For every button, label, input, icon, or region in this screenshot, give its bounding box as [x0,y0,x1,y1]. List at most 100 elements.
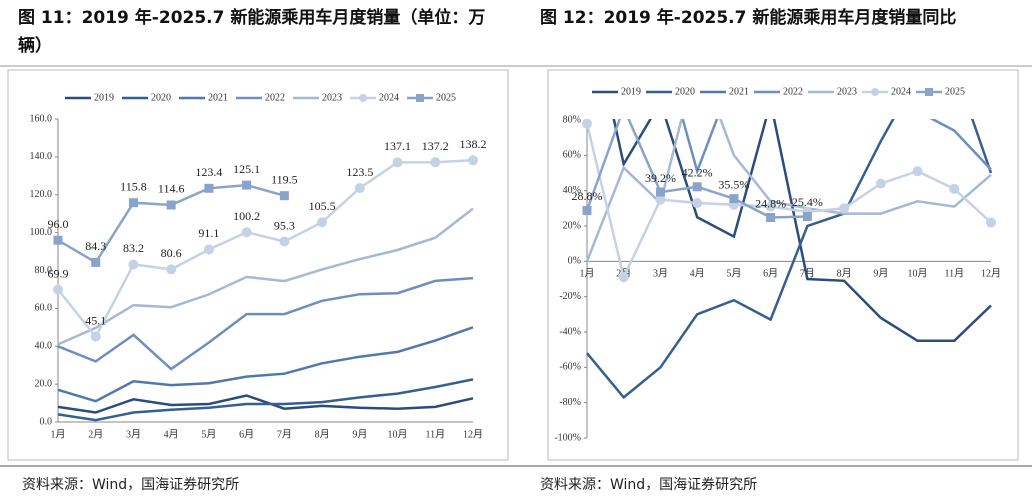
legend-label: 2019 [621,86,641,97]
data-label: 45.1 [85,313,106,327]
x-tick-label: 7月 [277,428,292,440]
point [128,198,138,208]
series-line [57,276,474,371]
y-tick-label: 40% [563,185,581,196]
x-tick-label: 8月 [315,428,330,440]
data-label: 123.4 [195,165,222,179]
x-tick-label: 6月 [763,268,778,280]
x-tick-label: 4月 [164,428,179,440]
point [468,155,478,166]
point [655,187,665,197]
data-label: 119.5 [271,172,298,186]
point [128,259,139,270]
x-tick-label: 9月 [352,428,367,440]
point [354,183,365,194]
point [729,194,739,204]
legend-label: 2023 [322,92,342,103]
point [204,183,214,193]
series-line [612,119,992,343]
legend-label: 2021 [208,92,228,103]
data-label: 138.2 [460,137,487,151]
point [619,103,628,112]
point [279,191,289,201]
legend-label: 2024 [891,86,911,97]
x-tick-label: 2月 [88,428,103,440]
point [692,182,702,192]
legend-marker [871,88,879,96]
data-label: 24.8% [755,196,786,210]
point [986,217,996,228]
point [582,119,592,129]
source: 资料来源：Wind，国海证券研究所 [540,477,758,493]
legend-label: 2022 [265,92,285,103]
x-tick-label: 1月 [51,428,66,440]
point [279,236,290,247]
x-tick-label: 8月 [837,268,852,280]
y-tick-label: -80% [559,397,581,408]
x-tick-label: 9月 [873,268,888,280]
data-label: 69.9 [48,266,69,280]
y-tick-label: 60.0 [35,303,53,314]
source: 资料来源：Wind，国海证券研究所 [22,477,240,493]
data-label: 115.8 [120,179,147,193]
data-label: 105.5 [309,199,336,213]
x-tick-label: 10月 [388,428,408,440]
point [203,244,214,255]
data-label: 39.2% [645,171,676,185]
point [875,178,886,189]
point [317,217,328,228]
data-label: 42.2% [682,166,713,180]
series-line [57,394,474,414]
point [692,198,703,209]
point [766,213,776,223]
data-label: 123.5 [346,165,373,179]
point [53,235,63,245]
point [949,183,960,194]
point [392,157,403,168]
series-line [586,119,993,400]
point [166,200,176,210]
point [90,331,101,342]
legend-label: 2020 [675,86,695,97]
legend-label: 2023 [837,86,857,97]
y-tick-label: -40% [559,326,581,337]
y-tick-label: 80% [563,114,581,125]
point [765,201,776,212]
point [53,284,63,295]
data-label: 84.3 [85,239,106,253]
series-line [57,378,474,422]
point [241,227,252,238]
point [912,166,923,177]
legend-label: 2025 [945,86,965,97]
legend-label: 2022 [783,86,803,97]
x-tick-label: 4月 [690,268,705,280]
data-label: 137.1 [384,139,411,153]
data-label: 95.3 [274,218,295,232]
point [582,205,592,215]
plot [582,103,996,400]
series-line [57,326,474,403]
data-label: 35.5% [718,177,749,191]
legend-marker [416,94,424,102]
point [618,272,629,283]
legend-label: 2019 [94,92,114,103]
x-tick-label: 12月 [981,268,1001,280]
point [655,194,666,205]
series-line [585,123,992,281]
data-label: 137.2 [422,139,449,153]
x-tick-label: 3月 [653,268,668,280]
data-label: 125.1 [233,162,260,176]
point [242,180,252,190]
x-tick-label: 1月 [580,268,595,280]
data-label: 96.0 [48,217,69,231]
y-tick-label: 80.0 [35,265,53,276]
data-label: 28.8% [572,189,603,203]
point [430,157,441,168]
y-tick-label: -20% [559,291,581,302]
series-line [585,119,992,262]
point [839,203,850,214]
y-tick-label: 160.0 [30,113,53,124]
point [802,211,812,221]
